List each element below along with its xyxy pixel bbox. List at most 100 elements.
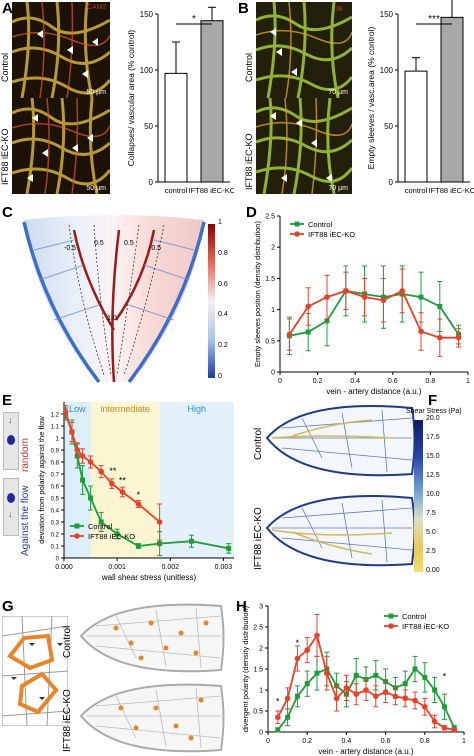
data-point-circle <box>87 459 94 465</box>
vessel-network-image <box>256 98 352 194</box>
y-tick-label: 0.9 <box>51 449 60 455</box>
arrow-down-icon: ↓ <box>8 415 13 425</box>
y-tick-label: 50 <box>384 122 393 131</box>
contour-label: 0.5 <box>94 240 104 247</box>
x-tick-label: 0.6 <box>388 378 398 385</box>
y-tick-label: 0 <box>56 557 60 563</box>
panel-e-line-chart: Low intermediate High 0 0.1 0.2 0.3 0.4 0.5 0.6 0.… <box>37 402 234 582</box>
data-point-square <box>373 672 379 678</box>
data-point-square <box>422 674 428 680</box>
legend-marker-circle <box>294 231 300 237</box>
colorbar-tick-label: 2.5 <box>426 548 436 555</box>
data-point-square <box>441 704 447 710</box>
panel-a-micrograph-control: 50 µm <box>12 2 110 98</box>
significance-mark: * <box>443 672 447 682</box>
data-point-circle <box>382 689 389 695</box>
data-point-circle <box>402 695 408 702</box>
cell-nucleus-icon <box>7 435 15 445</box>
data-point-circle <box>98 468 104 475</box>
y-tick-label: 100 <box>380 66 394 75</box>
series-line <box>64 411 161 523</box>
panel-b-letter: B <box>238 0 249 17</box>
y-tick-label: 0.2 <box>51 533 60 539</box>
contour-label: -0.5 <box>64 245 76 252</box>
y-axis-label: Empty sleeves position (density distribu… <box>253 221 262 367</box>
data-point-circle <box>109 480 115 487</box>
data-point-square <box>305 329 311 335</box>
data-point-circle <box>441 725 448 731</box>
significance-mark: * <box>276 697 280 707</box>
x-tick-label: 0.001 <box>108 564 126 571</box>
shear-zone-label: Low <box>69 404 86 414</box>
x-category-label: control <box>405 186 428 195</box>
x-tick-label: 0.4 <box>342 738 352 745</box>
y-tick-label: 3 <box>259 604 263 611</box>
data-point-circle <box>412 697 418 704</box>
panel-c-colorbar-ticks: 1 0.8 0.6 0.4 0.2 0 <box>218 219 238 384</box>
data-point-circle <box>343 288 349 294</box>
panel-g-polarity-control <box>79 603 225 673</box>
y-tick-label: 0.7 <box>51 473 60 479</box>
data-point-square <box>98 519 104 525</box>
data-point-square <box>437 303 443 309</box>
y-tick-label: 0 <box>271 370 275 377</box>
y-tick-label: 0.4 <box>51 509 60 515</box>
panel-a-control-scalebar-label: 50 µm <box>86 89 106 96</box>
y-tick-label: 100 <box>140 66 154 75</box>
data-point-square <box>432 687 438 693</box>
colorbar-tick-label: 0.00 <box>426 567 440 574</box>
panel-b-bar-chart: 0 50 100 150 control IFT88 iEC-KO *** Empty sle… <box>366 0 474 195</box>
data-point-square <box>314 670 320 676</box>
panel-h-line-chart: 0 0.5 1 1.5 2 2.5 3 0 0.2 0.4 0.6 0.8 1 * * * ControlIFT… <box>241 604 466 756</box>
data-point-circle <box>373 693 379 700</box>
x-tick-label: 0 <box>266 738 270 745</box>
shear-zone-band <box>64 402 91 558</box>
colorbar-tick-label: 10.0 <box>426 491 440 498</box>
x-tick-label: 0.003 <box>215 564 233 571</box>
data-point-circle <box>79 453 86 459</box>
y-tick-label: 0.5 <box>51 497 60 503</box>
legend-label: IFT88 iEC-KO <box>308 230 355 239</box>
y-tick-label: 0.5 <box>265 338 275 345</box>
vessel-network-image <box>12 98 110 194</box>
data-point-square <box>304 681 310 687</box>
y-tick-label: 0 <box>149 178 154 187</box>
data-point-circle <box>363 687 369 693</box>
data-point-square <box>353 672 359 678</box>
x-category-label: IFT88 iEC-KO <box>428 186 474 195</box>
y-axis-label: Empty sleeves / vasc.area (% control) <box>366 27 376 170</box>
panel-a-icam2-label: ICAM2 <box>85 4 107 11</box>
x-tick-label: 0.8 <box>420 738 430 745</box>
legend-marker-circle <box>74 533 80 539</box>
panel-f-colorbar <box>414 420 423 572</box>
significance-mark: ** <box>109 466 117 476</box>
panel-d-letter: D <box>246 204 257 221</box>
contour-label: -0.5 <box>149 245 161 252</box>
y-tick-label: 0.8 <box>51 461 60 467</box>
data-point-square <box>294 693 300 699</box>
colorbar-tick-label: 12.5 <box>426 472 440 479</box>
panel-c-colorbar <box>208 224 215 378</box>
legend-label: IFT88 iEC-KO <box>402 622 449 631</box>
data-point-circle <box>399 288 405 294</box>
panel-a-row-label-control: Control <box>0 52 10 82</box>
data-point-circle <box>294 655 301 662</box>
y-tick-label: 0 <box>259 730 263 737</box>
panel-g-cell-schematic <box>2 616 68 726</box>
data-point-circle <box>380 297 387 304</box>
x-axis-label: vein - artery distance (a.u.) <box>326 387 421 396</box>
y-tick-label: 1.2 <box>51 413 60 419</box>
panel-e-letter: E <box>2 392 13 409</box>
legend-label: Control <box>88 522 113 531</box>
data-point-square <box>157 541 163 547</box>
colorbar-tick-label: 0.6 <box>218 280 228 288</box>
panel-e-random-diagram: ↓ <box>3 412 19 470</box>
panel-a-ko-scalebar-label: 50 µm <box>86 185 106 192</box>
significance-mark: *** <box>428 14 440 25</box>
panel-c-vascular-tree: -0.5 0.5 0.5 -0.5 1.0 <box>22 215 206 384</box>
colorbar-tick-label: 0 <box>218 373 222 380</box>
y-tick-label: 0.6 <box>51 485 60 491</box>
data-point-circle <box>62 408 69 415</box>
significance-mark: * <box>137 490 141 500</box>
legend-label: Control <box>308 220 333 229</box>
